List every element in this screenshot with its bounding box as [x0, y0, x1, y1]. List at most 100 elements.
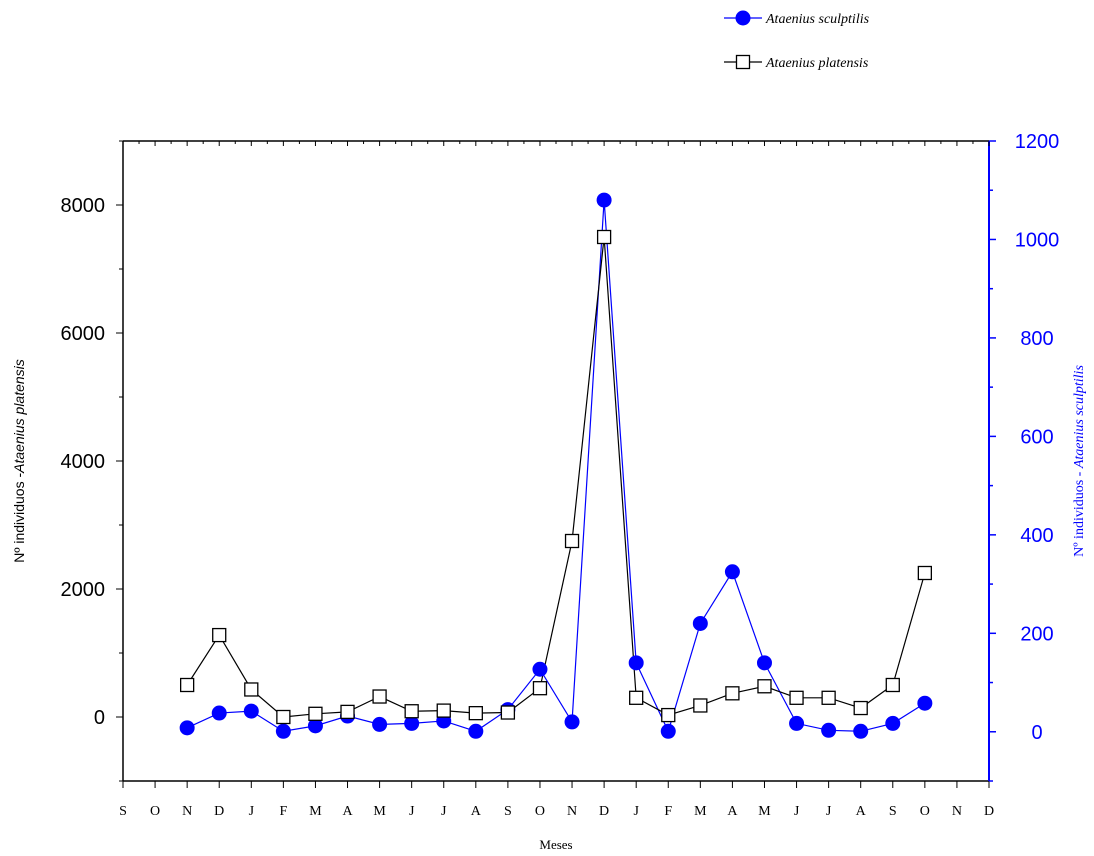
data-point: [596, 229, 612, 245]
data-point: [212, 627, 227, 643]
x-tick-label: M: [373, 804, 386, 819]
data-point: [468, 723, 484, 739]
x-tick-label: J: [826, 804, 832, 819]
data-point: [789, 715, 805, 731]
data-point: [661, 707, 676, 723]
y-right-tick-label: 1200: [1015, 131, 1060, 153]
data-point: [821, 722, 837, 738]
data-point: [564, 714, 580, 730]
x-tick-label: O: [150, 804, 160, 819]
y-right-tick-label: 800: [1020, 328, 1053, 350]
x-tick-label: D: [214, 804, 224, 819]
x-tick-label: O: [920, 804, 930, 819]
y-axis-right-label-prefix: Nº individuos -: [1072, 468, 1087, 557]
x-tick-label: N: [567, 804, 577, 819]
legend-label: Ataenius sculptilis: [765, 12, 870, 27]
x-tick-label: J: [249, 804, 255, 819]
axes: S O N D J F M A M J J A S O N D J F M A M J J A S O N D020004000600…: [61, 131, 1060, 819]
data-point: [340, 704, 355, 720]
x-tick-label: F: [279, 804, 287, 819]
data-point: [724, 564, 740, 580]
y-right-tick-label: 1000: [1015, 229, 1060, 251]
x-tick-label: S: [119, 804, 127, 819]
x-tick-label: A: [727, 804, 738, 819]
series-layer: [179, 192, 933, 739]
y-left-tick-label: 0: [94, 707, 105, 729]
series-line: [186, 200, 926, 733]
data-point: [500, 705, 516, 720]
data-point: [629, 690, 644, 705]
data-point: [372, 689, 387, 704]
y-left-tick-label: 8000: [61, 195, 106, 217]
data-point: [243, 703, 259, 719]
data-point: [885, 715, 901, 731]
data-point: [308, 706, 323, 721]
x-tick-label: J: [441, 804, 447, 819]
legend-marker-square: [735, 54, 751, 70]
x-tick-label: J: [633, 804, 639, 819]
data-point: [917, 565, 933, 581]
y-left-tick-label: 4000: [61, 451, 106, 473]
y-right-tick-label: 0: [1031, 722, 1042, 744]
data-point: [179, 720, 195, 736]
data-point: [468, 706, 483, 721]
legend: Ataenius sculptilis Ataenius platensis: [724, 10, 870, 71]
data-point: [789, 690, 804, 705]
data-point: [596, 192, 612, 208]
x-tick-label: M: [694, 804, 707, 819]
data-point: [532, 681, 548, 696]
series-line: [186, 236, 926, 718]
data-point: [821, 690, 836, 705]
legend-marker-circle: [735, 10, 751, 26]
y-right-tick-label: 400: [1020, 525, 1053, 547]
y-axis-left-label-species: Ataenius platensis: [11, 359, 27, 474]
x-tick-label: J: [794, 804, 800, 819]
x-tick-label: N: [952, 804, 962, 819]
data-point: [853, 723, 869, 739]
data-point: [404, 704, 419, 719]
data-point: [307, 718, 323, 734]
data-point: [757, 679, 772, 694]
x-tick-label: N: [182, 804, 192, 819]
y-left-tick-label: 6000: [61, 323, 106, 345]
data-point: [917, 695, 933, 711]
x-tick-label: A: [856, 804, 867, 819]
data-point: [725, 686, 740, 701]
data-point: [628, 655, 644, 671]
data-point: [532, 661, 548, 677]
data-point: [853, 700, 868, 716]
x-tick-label: D: [984, 804, 994, 819]
data-point: [211, 705, 227, 721]
data-point: [404, 715, 420, 731]
y-axis-right-label-species: Ataenius sculptilis: [1072, 365, 1087, 470]
data-point: [436, 703, 451, 718]
x-axis-label: Meses: [539, 837, 572, 852]
x-tick-label: F: [664, 804, 672, 819]
x-tick-label: S: [504, 804, 512, 819]
data-point: [885, 677, 900, 693]
x-tick-label: A: [342, 804, 353, 819]
y-right-tick-label: 600: [1020, 426, 1053, 448]
data-point: [693, 698, 708, 713]
data-point: [756, 655, 772, 671]
x-tick-label: O: [535, 804, 545, 819]
x-tick-label: J: [409, 804, 415, 819]
x-tick-label: S: [889, 804, 897, 819]
data-point: [372, 716, 388, 732]
x-tick-label: A: [471, 804, 482, 819]
y-axis-left-label: Nº individuos -Ataenius platensis: [11, 359, 27, 563]
data-point: [564, 533, 580, 549]
data-point: [276, 709, 291, 725]
x-tick-label: M: [758, 804, 771, 819]
y-right-tick-label: 200: [1020, 623, 1053, 645]
y-left-tick-label: 2000: [61, 579, 106, 601]
y-axis-right-label: Nº individuos - Ataenius sculptilis: [1072, 365, 1087, 557]
data-point: [179, 677, 195, 693]
data-point: [275, 723, 291, 739]
x-tick-label: M: [309, 804, 322, 819]
data-point: [244, 682, 259, 697]
legend-label: Ataenius platensis: [765, 56, 869, 71]
y-axis-left-label-prefix: Nº individuos -: [11, 473, 27, 563]
x-tick-label: D: [599, 804, 609, 819]
